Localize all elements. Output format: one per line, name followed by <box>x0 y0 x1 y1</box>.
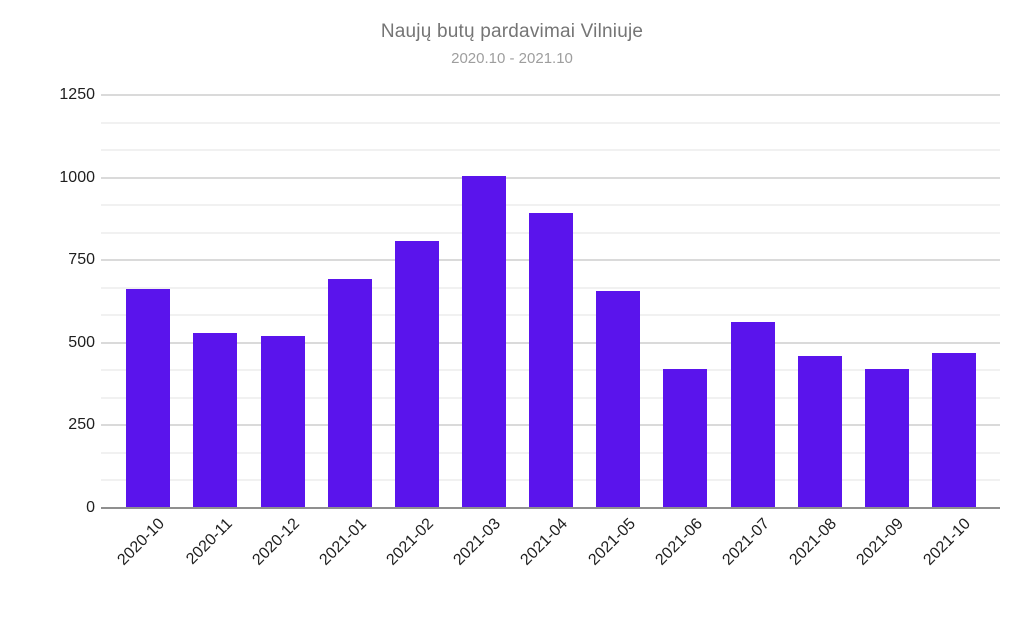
bar-2021-03 <box>461 175 506 508</box>
minor-gridline <box>101 204 1000 207</box>
bar-2021-04 <box>529 212 574 508</box>
x-axis-baseline <box>101 507 1000 509</box>
y-tick-label: 250 <box>68 416 95 434</box>
x-tick-label: 2021-02 <box>383 515 438 569</box>
bar-2021-02 <box>394 241 439 508</box>
x-tick-label: 2020-10 <box>114 515 169 569</box>
y-tick-label: 500 <box>68 333 95 351</box>
bar-2021-08 <box>797 356 842 508</box>
x-tick-label: 2020-12 <box>249 515 303 569</box>
x-tick-label: 2021-07 <box>719 515 773 569</box>
bar-2021-10 <box>932 352 976 508</box>
bar-2021-07 <box>730 321 775 508</box>
y-tick-label: 1250 <box>59 86 95 103</box>
bar-2020-10 <box>126 288 171 508</box>
x-tick-label: 2021-06 <box>652 515 706 569</box>
bar-2021-09 <box>864 368 909 508</box>
major-gridline <box>101 176 1000 179</box>
x-tick-label: 2021-01 <box>316 515 370 569</box>
x-tick-label: 2021-10 <box>920 515 975 569</box>
y-tick-label: 0 <box>86 499 95 516</box>
x-tick-label: 2021-05 <box>585 515 639 569</box>
bar-2020-11 <box>193 332 238 508</box>
major-gridline <box>101 94 1000 96</box>
chart-subtitle: 2020.10 - 2021.10 <box>451 50 573 67</box>
x-tick-label: 2021-09 <box>853 515 908 569</box>
minor-gridline <box>101 121 1000 124</box>
minor-gridline <box>101 149 1000 152</box>
bar-2020-12 <box>260 335 305 508</box>
x-tick-label: 2021-03 <box>450 515 505 569</box>
y-tick-label: 750 <box>68 251 95 269</box>
bar-2021-06 <box>663 368 708 508</box>
bar-2021-05 <box>596 291 641 508</box>
chart-title: Naujų butų pardavimai Vilniuje <box>380 21 644 42</box>
x-tick-label: 2021-08 <box>786 515 841 569</box>
x-tick-label: 2020-11 <box>182 515 236 568</box>
bar-2021-01 <box>327 279 372 508</box>
x-tick-label: 2021-04 <box>517 515 572 569</box>
y-tick-label: 1000 <box>59 168 95 186</box>
